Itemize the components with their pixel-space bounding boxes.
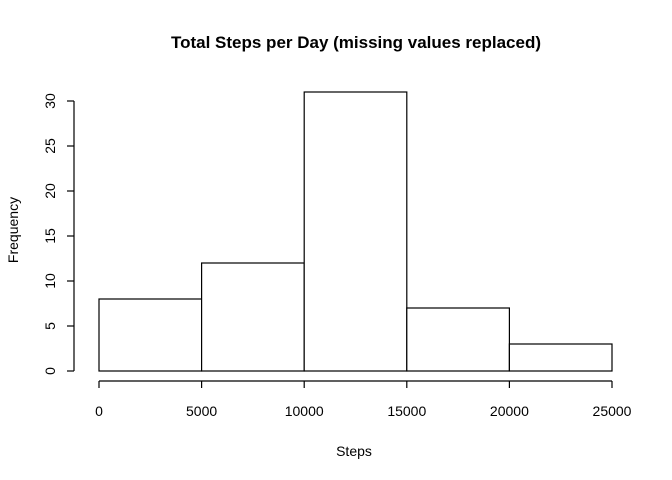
histogram-bar [406, 307, 510, 372]
y-tick-label: 15 [42, 228, 58, 244]
x-axis: 0 5000 10000 15000 20000 25000 [95, 380, 632, 419]
y-tick-label: 0 [42, 367, 58, 375]
y-tick-label: 10 [42, 273, 58, 289]
y-axis-label: Frequency [5, 197, 21, 263]
x-axis-label: Steps [336, 443, 372, 459]
x-tick-label: 20000 [490, 403, 529, 419]
histogram-bar [303, 91, 408, 372]
y-tick-label: 20 [42, 183, 58, 199]
x-tick-label: 0 [95, 403, 103, 419]
y-tick-label: 30 [42, 93, 58, 109]
y-tick-label: 25 [42, 138, 58, 154]
x-tick-label: 5000 [186, 403, 217, 419]
histogram-bar [98, 298, 203, 372]
y-tick-label: 5 [42, 322, 58, 330]
x-tick-label: 15000 [387, 403, 426, 419]
y-axis: 0 5 10 15 20 25 30 [42, 93, 75, 375]
bars-group [98, 91, 613, 372]
histogram-bar [201, 262, 305, 372]
chart-title: Total Steps per Day (missing values repl… [171, 33, 541, 52]
x-tick-label: 10000 [285, 403, 324, 419]
histogram-bar [508, 343, 613, 372]
x-tick-label: 25000 [593, 403, 632, 419]
